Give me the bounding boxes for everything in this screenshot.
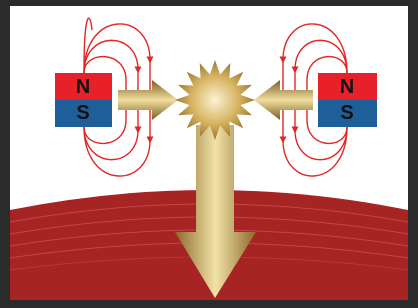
- magnet: N S: [318, 73, 377, 127]
- south-pole: S: [76, 102, 89, 124]
- south-pole: S: [340, 102, 353, 124]
- starburst: [175, 60, 255, 140]
- north-pole: N: [76, 76, 90, 98]
- north-pole: N: [340, 76, 354, 98]
- magnet: N S: [55, 73, 112, 127]
- diagram: N S N S: [0, 0, 418, 308]
